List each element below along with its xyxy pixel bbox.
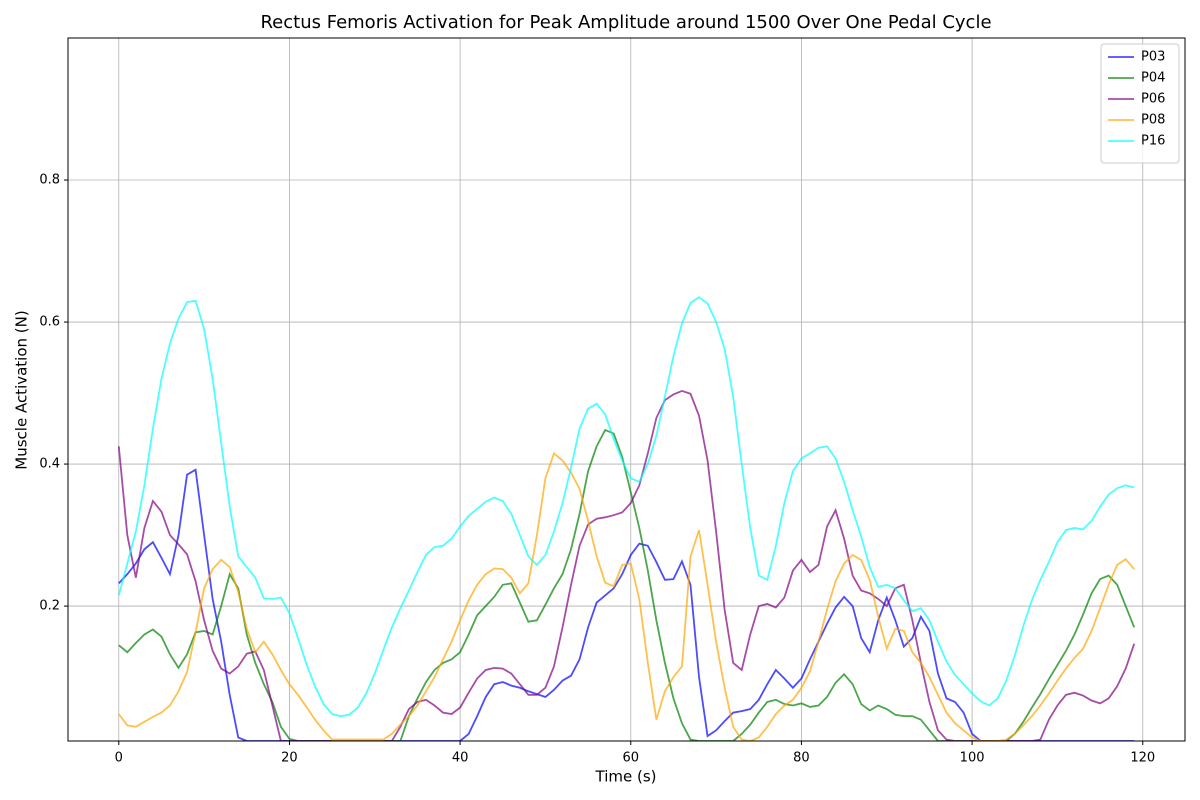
data-line [117, 296, 1135, 718]
y-axis-label: Muscle Activation (N) [13, 310, 31, 469]
data-line [118, 428, 1136, 741]
y-tick-label: 0.2 [39, 599, 60, 614]
x-tick-label: 100 [960, 751, 985, 766]
x-tick-label: 40 [452, 751, 469, 766]
legend-box [1100, 43, 1180, 164]
legend-label: P04 [1141, 71, 1165, 86]
data-line [118, 451, 1135, 741]
legend-label: P06 [1141, 92, 1165, 107]
legend-label: P03 [1141, 50, 1165, 65]
legend: P03 P04 P06 P08 P16 [1100, 43, 1180, 164]
x-tick-label: 60 [622, 751, 639, 766]
y-tick-label: 0.4 [39, 457, 60, 472]
y-tick-label: 0.6 [39, 315, 60, 330]
legend-label: P16 [1141, 134, 1165, 149]
x-tick-label: 0 [115, 751, 123, 766]
x-tick-label: 20 [281, 751, 298, 766]
x-axis-label: Time (s) [595, 768, 657, 786]
data-line [117, 389, 1136, 741]
y-tick-label: 0.8 [39, 173, 60, 188]
plot-frame [67, 37, 1186, 742]
x-tick-label: 80 [793, 751, 810, 766]
legend-label: P08 [1141, 113, 1165, 128]
x-tick-label: 120 [1130, 751, 1155, 766]
chart-title: Rectus Femoris Activation for Peak Ampli… [260, 12, 991, 33]
